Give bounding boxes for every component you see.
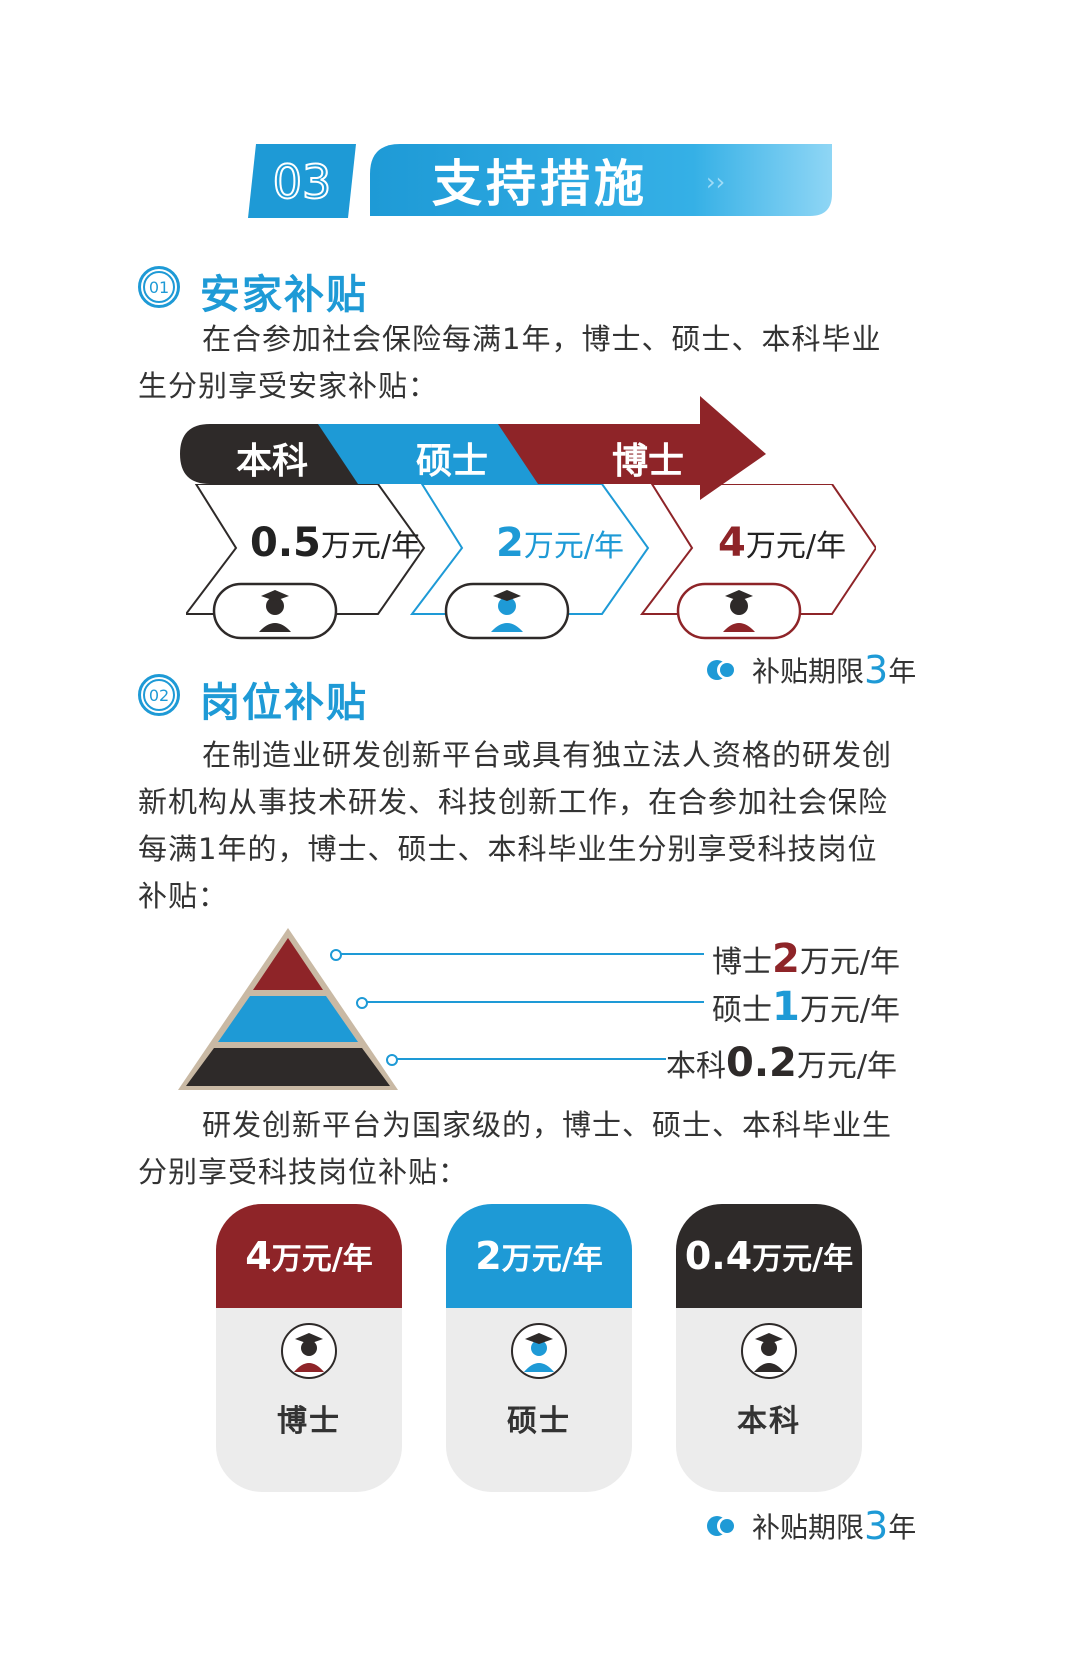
degree-text: 博士 bbox=[712, 945, 772, 980]
amount-unit: 万元/年 bbox=[320, 529, 421, 564]
graduate-icon bbox=[212, 582, 338, 640]
section-number-text: 03 bbox=[273, 155, 332, 209]
leader-dot bbox=[386, 1054, 398, 1066]
degree-text: 硕士 bbox=[712, 993, 772, 1028]
note-suffix: 年 bbox=[888, 1511, 917, 1544]
degree-arrow-band bbox=[180, 396, 766, 500]
degree-text: 本科 bbox=[666, 1049, 726, 1084]
leader-dot bbox=[330, 949, 342, 961]
section-index-badge: 02 bbox=[138, 674, 180, 716]
pyramid-leader-line bbox=[390, 1058, 666, 1060]
card-amount-number: 4 bbox=[245, 1234, 272, 1278]
note-prefix: 补贴期限 bbox=[752, 1511, 865, 1544]
section-number-badge: 03 bbox=[248, 144, 356, 218]
section-paragraph: 在制造业研发创新平台或具有独立法人资格的研发创 新机构从事技术研发、科技创新工作… bbox=[138, 732, 948, 920]
section-index-text: 02 bbox=[148, 685, 170, 705]
page-title: 支持措施 bbox=[432, 155, 648, 213]
note-number: 3 bbox=[864, 648, 889, 692]
leader-dot bbox=[356, 997, 368, 1009]
paragraph-line: 分别享受科技岗位补贴： bbox=[138, 1155, 469, 1189]
pyramid-label-bachelor: 本科0.2万元/年 bbox=[666, 1040, 897, 1086]
amount-master: 2万元/年 bbox=[496, 520, 624, 566]
amount-unit: 万元/年 bbox=[523, 529, 624, 564]
amount-doctor: 4万元/年 bbox=[718, 520, 846, 566]
section-title: 安家补贴 bbox=[200, 272, 368, 318]
amount-unit: 万元/年 bbox=[796, 1049, 897, 1084]
card-amount-unit: 万元/年 bbox=[752, 1242, 854, 1277]
card-header: 2 万元/年 bbox=[446, 1204, 632, 1308]
paragraph-line: 每满1年的，博士、硕士、本科毕业生分别享受科技岗位 bbox=[138, 832, 878, 866]
paragraph-line: 在合参加社会保险每满1年，博士、硕士、本科毕业 bbox=[202, 322, 882, 356]
section-index-badge: 01 bbox=[138, 266, 180, 308]
note-number: 3 bbox=[864, 1504, 889, 1548]
subsidy-card-doctor: 4 万元/年 博士 bbox=[216, 1204, 402, 1492]
chevron-right-icon: ›› bbox=[706, 168, 726, 196]
pyramid-label-master: 硕士1万元/年 bbox=[712, 984, 900, 1030]
graduate-icon bbox=[511, 1323, 567, 1379]
amount-number: 2 bbox=[496, 520, 524, 566]
note-prefix: 补贴期限 bbox=[752, 655, 865, 688]
pyramid-label-doctor: 博士2万元/年 bbox=[712, 936, 900, 982]
subsidy-duration-note: 补贴期限 3 年 bbox=[706, 1504, 916, 1548]
paragraph-line: 研发创新平台为国家级的，博士、硕士、本科毕业生 bbox=[202, 1108, 893, 1142]
amount-number: 4 bbox=[718, 520, 746, 566]
card-degree-label: 博士 bbox=[277, 1404, 341, 1439]
arrow-label-bachelor: 本科 bbox=[236, 441, 309, 482]
subsidy-duration-note: 补贴期限 3 年 bbox=[706, 648, 916, 692]
graduate-icon bbox=[444, 582, 570, 640]
amount-unit: 万元/年 bbox=[799, 945, 900, 980]
dot-bullet-icon bbox=[707, 1516, 735, 1536]
card-amount-unit: 万元/年 bbox=[501, 1242, 603, 1277]
pyramid-leader-line bbox=[334, 953, 704, 955]
amount-bachelor: 0.5万元/年 bbox=[250, 520, 421, 566]
pyramid-leader-line bbox=[360, 1001, 704, 1003]
card-amount-number: 0.4 bbox=[684, 1234, 753, 1278]
section-paragraph: 在合参加社会保险每满1年，博士、硕士、本科毕业 生分别享受安家补贴： bbox=[138, 316, 948, 410]
subsidy-card-bachelor: 0.4 万元/年 本科 bbox=[676, 1204, 862, 1492]
graduate-icon bbox=[676, 582, 802, 640]
paragraph-line: 在制造业研发创新平台或具有独立法人资格的研发创 bbox=[202, 738, 893, 772]
paragraph-line: 补贴： bbox=[138, 879, 229, 913]
amount-unit: 万元/年 bbox=[745, 529, 846, 564]
card-header: 4 万元/年 bbox=[216, 1204, 402, 1308]
subsidy-card-master: 2 万元/年 硕士 bbox=[446, 1204, 632, 1492]
paragraph-line: 新机构从事技术研发、科技创新工作，在合参加社会保险 bbox=[138, 785, 889, 819]
paragraph-line: 生分别享受安家补贴： bbox=[138, 369, 439, 403]
amount-number: 0.2 bbox=[726, 1040, 797, 1086]
arrow-label-doctor: 博士 bbox=[612, 441, 685, 482]
graduate-icon bbox=[741, 1323, 797, 1379]
amount-unit: 万元/年 bbox=[799, 993, 900, 1028]
dot-bullet-icon bbox=[707, 660, 735, 680]
card-header: 0.4 万元/年 bbox=[676, 1204, 862, 1308]
card-amount-unit: 万元/年 bbox=[271, 1242, 373, 1277]
card-degree-label: 硕士 bbox=[507, 1404, 571, 1439]
card-amount-number: 2 bbox=[475, 1234, 502, 1278]
amount-number: 1 bbox=[772, 984, 800, 1030]
card-degree-label: 本科 bbox=[737, 1404, 801, 1439]
note-suffix: 年 bbox=[888, 655, 917, 688]
amount-chevrons bbox=[186, 484, 876, 615]
section-paragraph: 研发创新平台为国家级的，博士、硕士、本科毕业生 分别享受科技岗位补贴： bbox=[138, 1102, 948, 1196]
graduate-icon bbox=[281, 1323, 337, 1379]
title-banner bbox=[370, 144, 832, 216]
amount-number: 0.5 bbox=[250, 520, 321, 566]
arrow-label-master: 硕士 bbox=[416, 441, 489, 482]
amount-number: 2 bbox=[772, 936, 800, 982]
section-title: 岗位补贴 bbox=[200, 680, 368, 726]
section-index-text: 01 bbox=[148, 277, 170, 297]
subsidy-pyramid bbox=[178, 928, 398, 1090]
